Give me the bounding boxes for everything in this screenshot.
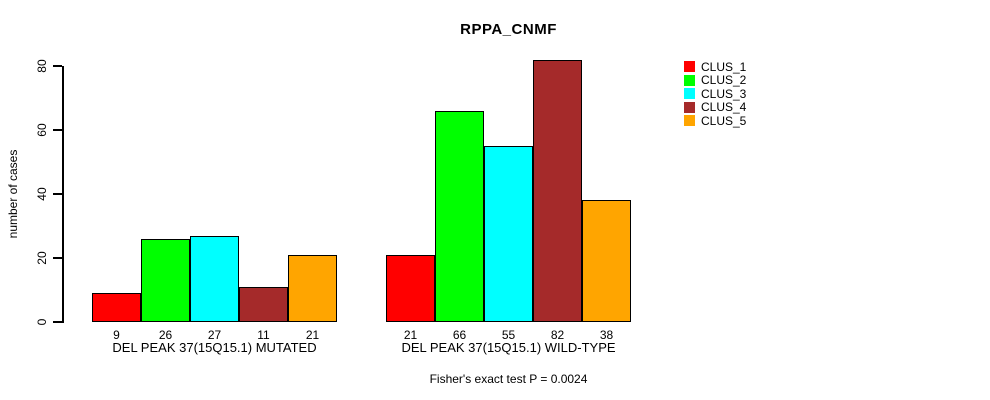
bar-value-label: 21 [403,328,418,342]
bar-clus-5-group2 [582,200,631,322]
chart-title: RPPA_CNMF [460,21,557,38]
legend-swatch [684,88,695,100]
bar-clus-2-group1 [141,238,190,322]
legend-item-clus-1: CLUS_1 [684,60,746,74]
bar-value-label: 55 [501,328,516,342]
bar-clus-2-group2 [435,110,484,322]
legend-swatch [684,115,695,127]
bar-value-label: 38 [599,328,614,342]
legend-swatch [684,61,695,73]
y-tick-mark [53,257,62,259]
y-tick-mark [53,129,62,131]
legend-label: CLUS_1 [701,59,747,74]
legend-swatch [684,101,695,113]
bar-value-label: 26 [158,328,173,342]
bar-clus-4-group1 [239,286,288,322]
legend-label: CLUS_4 [701,100,747,115]
bar-clus-5-group1 [288,254,337,322]
y-axis-label: number of cases [6,149,20,239]
legend-item-clus-2: CLUS_2 [684,73,747,88]
y-tick-label: 80 [35,59,49,73]
legend-label: CLUS_5 [701,113,747,128]
group-label: DEL PEAK 37(15Q15.1) WILD-TYPE [401,340,616,355]
legend-item-clus-4: CLUS_4 [684,100,747,115]
legend-item-clus-3: CLUS_3 [684,87,746,101]
caption-fishers-test: Fisher's exact test P = 0.0024 [429,372,588,386]
legend-item-clus-5: CLUS_5 [684,114,746,128]
y-axis-line [62,66,64,323]
legend: CLUS_1 CLUS_2 CLUS_3 CLUS_4 CLUS_5 [684,60,746,128]
legend-label: CLUS_2 [701,73,747,88]
legend-label: CLUS_3 [701,86,747,101]
bar-clus-1-group1 [92,293,141,322]
legend-swatch [684,74,695,86]
bar-clus-1-group2 [386,254,435,322]
bar-value-label: 21 [305,328,320,342]
y-tick-label: 40 [35,187,49,201]
group-label: DEL PEAK 37(15Q15.1) MUTATED [112,340,317,355]
bar-value-label: 9 [113,328,120,342]
bar-value-label: 11 [257,328,270,342]
bar-clus-3-group2 [484,146,533,322]
bar-value-label: 66 [452,328,467,342]
bar-clus-3-group1 [190,235,239,322]
y-tick-label: 20 [35,251,49,265]
bar-clus-4-group2 [533,59,582,322]
bar-value-label: 82 [550,328,565,342]
y-tick-label: 0 [35,318,49,326]
bar-value-label: 27 [207,328,222,342]
y-tick-label: 60 [35,123,49,137]
y-tick-mark [53,193,62,195]
y-tick-mark [53,65,62,67]
y-tick-mark [53,321,62,323]
